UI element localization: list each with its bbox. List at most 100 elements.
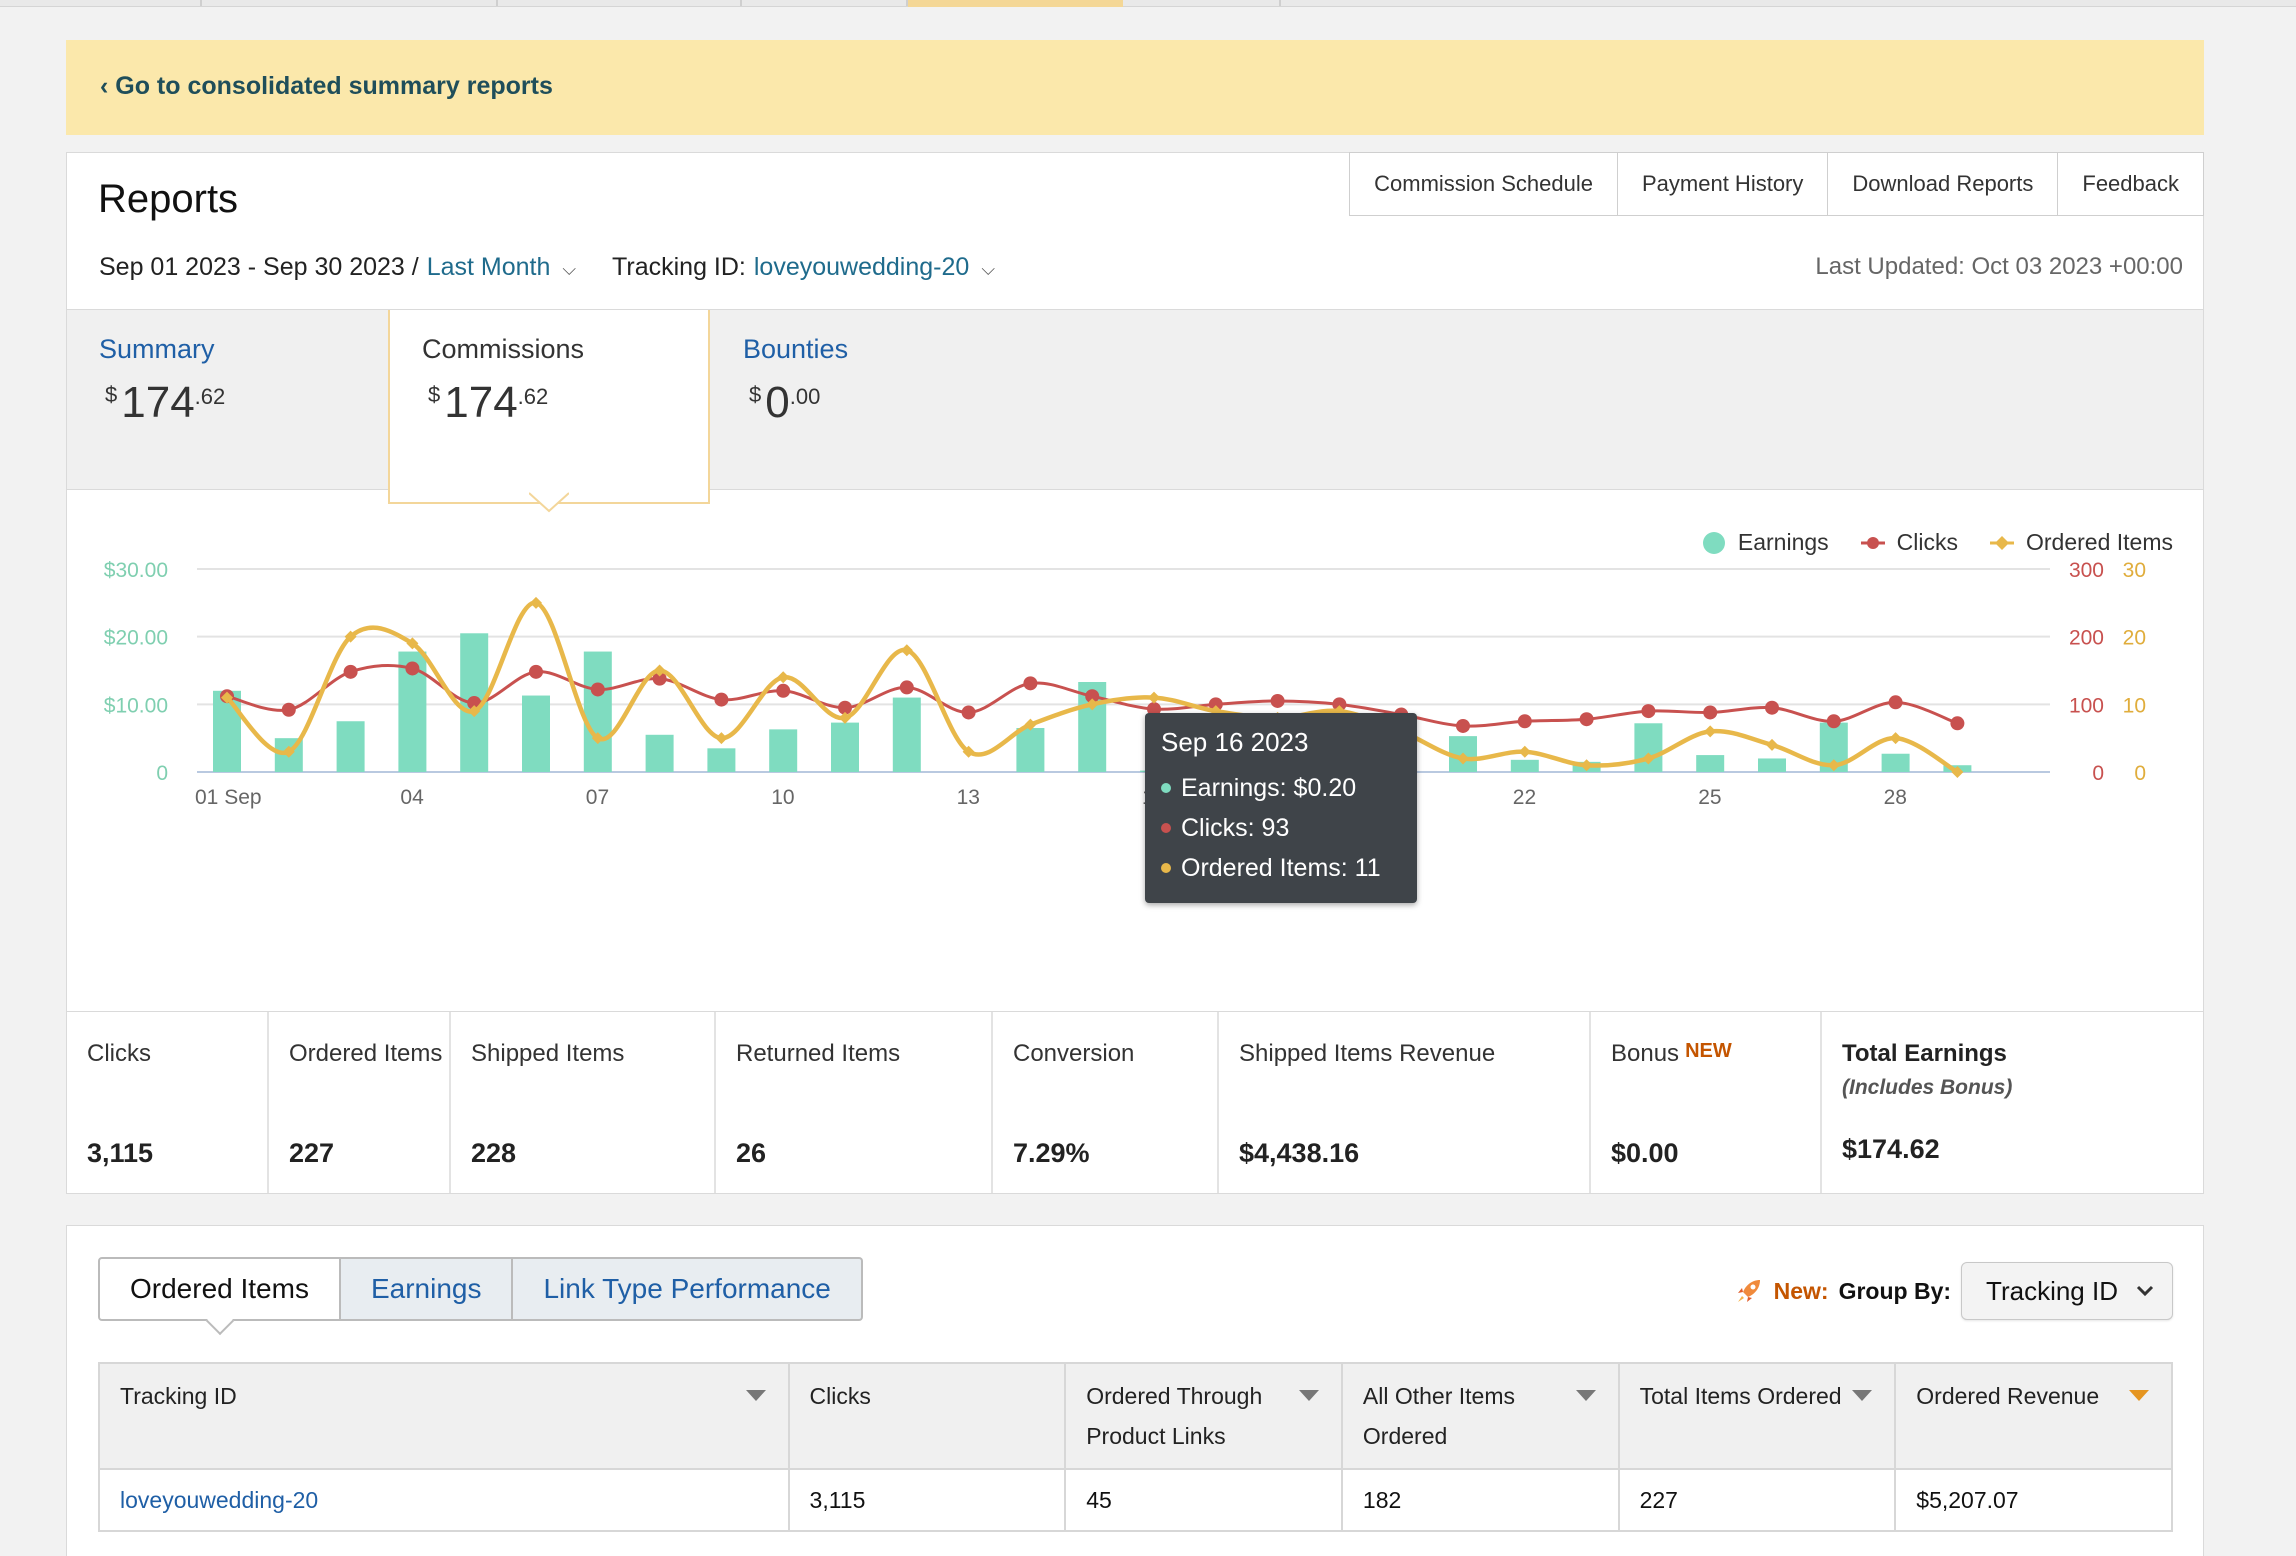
breakdown-tabs: Ordered Items Earnings Link Type Perform… (98, 1257, 863, 1321)
tab-earnings[interactable]: Earnings (340, 1257, 514, 1321)
tab-summary[interactable]: Summary $174.62 (67, 310, 387, 490)
column-header-tracking-id[interactable]: Tracking ID (98, 1362, 790, 1470)
tab-commissions-amount: $174.62 (428, 378, 549, 427)
x-tick-label: 13 (957, 786, 980, 809)
ordered-items-point (777, 671, 790, 684)
group-by-select[interactable]: Tracking ID (1961, 1262, 2173, 1320)
clicks-point (343, 664, 358, 679)
reports-card: Reports Commission Schedule Payment Hist… (66, 152, 2204, 1194)
tracking-id-link[interactable]: loveyouwedding-20 (98, 1468, 790, 1532)
tab-bounties-label: Bounties (743, 334, 849, 364)
top-nav-tab[interactable] (498, 0, 742, 6)
earnings-bar (336, 721, 365, 772)
tab-ordered-items[interactable]: Ordered Items (98, 1257, 341, 1321)
ordered-items-point (1580, 759, 1593, 772)
top-nav-tab-active[interactable] (908, 0, 1123, 7)
stat-label: Shipped Items (471, 1040, 625, 1067)
legend-clicks-label: Clicks (1896, 529, 1958, 555)
cell-all-other-items: 182 (1340, 1468, 1620, 1532)
y-tick-clicks: 0 (2092, 762, 2104, 785)
legend-earnings[interactable]: Earnings (1702, 529, 1829, 556)
sort-active-icon[interactable] (2129, 1390, 2149, 1401)
stat-value: $174.62 (1842, 1134, 1940, 1164)
stat-clicks: Clicks 3,115 (67, 1012, 269, 1193)
clicks-point (1765, 700, 1779, 715)
ordered-items-point (1766, 738, 1778, 751)
clicks-point (1208, 697, 1223, 712)
y-tick-clicks: 100 (2069, 694, 2104, 717)
ordered-items-point (1024, 718, 1037, 731)
period-dropdown[interactable]: Last Month (426, 253, 551, 281)
column-header-total-items[interactable]: Total Items Ordered (1617, 1362, 1897, 1470)
column-header-clicks[interactable]: Clicks (787, 1362, 1067, 1470)
top-nav-tab[interactable] (202, 0, 498, 6)
chart-tooltip: Sep 16 2023 Earnings: $0.20 Clicks: 93 O… (1145, 713, 1417, 903)
commission-schedule-button[interactable]: Commission Schedule (1349, 152, 1617, 216)
clicks-point (1579, 712, 1594, 727)
ordered-items-point (221, 691, 233, 704)
tab-commissions[interactable]: Commissions $174.62 (388, 310, 710, 504)
sort-icon[interactable] (745, 1390, 766, 1401)
earnings-bar (1510, 759, 1539, 772)
stat-label: Ordered Items (289, 1040, 443, 1067)
rocket-icon (1737, 1280, 1760, 1302)
sort-icon[interactable] (1852, 1390, 1873, 1401)
earnings-bar (831, 722, 859, 772)
sort-icon[interactable] (1298, 1390, 1319, 1401)
filter-row: Sep 01 2023 - Sep 30 2023 / Last Month ⌵… (99, 253, 995, 282)
earnings-bar (583, 651, 612, 772)
stat-value: 227 (289, 1138, 335, 1168)
clicks-line-icon (1860, 536, 1885, 549)
column-header-ordered-through-links[interactable]: Ordered Through Product Links (1064, 1362, 1343, 1470)
x-tick-label: 25 (1698, 786, 1721, 809)
earnings-bar (645, 734, 674, 772)
earnings-bar (1758, 758, 1786, 772)
tracking-table: Tracking ID Clicks Ordered Through Produ… (98, 1362, 2173, 1532)
sort-icon[interactable] (1575, 1390, 1596, 1401)
stat-bonus: Bonus NEW $0.00 (1591, 1012, 1822, 1193)
stat-ordered-items: Ordered Items 227 (269, 1012, 451, 1193)
y-tick-clicks: 300 (2069, 559, 2104, 582)
ordered-items-point (1704, 725, 1717, 738)
page-title: Reports (98, 177, 239, 221)
chevron-down-icon[interactable]: ⌵ (562, 259, 577, 279)
column-header-ordered-revenue[interactable]: Ordered Revenue (1894, 1362, 2173, 1470)
legend-clicks[interactable]: Clicks (1860, 529, 1958, 556)
stat-value: 7.29% (1013, 1138, 1090, 1168)
legend-ordered-items[interactable]: Ordered Items (1990, 529, 2173, 556)
ordered-items-point (839, 711, 851, 724)
consolidated-summary-link[interactable]: ‹ Go to consolidated summary reports (100, 72, 553, 100)
tab-link-type-performance[interactable]: Link Type Performance (513, 1257, 863, 1321)
chevron-down-icon[interactable]: ⌵ (981, 259, 995, 279)
x-tick-label: 22 (1513, 786, 1536, 809)
earnings-dot-icon (1161, 783, 1171, 793)
top-nav-tab[interactable] (742, 0, 908, 6)
date-range: Sep 01 2023 - Sep 30 2023 / (99, 253, 419, 281)
stat-returned-items: Returned Items 26 (716, 1012, 993, 1193)
y-tick-ordered: 0 (2134, 762, 2146, 785)
ordered-items-point (1518, 745, 1531, 758)
y-tick-earnings: $10.00 (104, 694, 168, 717)
tracking-id-dropdown[interactable]: loveyouwedding-20 (753, 253, 970, 281)
stat-value: $4,438.16 (1239, 1138, 1360, 1168)
chevron-down-icon (2136, 1285, 2154, 1297)
stat-shipped-items: Shipped Items 228 (451, 1012, 716, 1193)
feedback-button[interactable]: Feedback (2057, 152, 2204, 216)
cell-clicks: 3,115 (787, 1468, 1067, 1532)
tracking-id-label: Tracking ID: (612, 253, 746, 281)
tooltip-ordered-items: Ordered Items: 11 (1161, 848, 1401, 888)
clicks-point (1332, 697, 1347, 712)
column-header-all-other-items[interactable]: All Other Items Ordered (1340, 1362, 1620, 1470)
top-nav-strip (0, 0, 2296, 7)
payment-history-button[interactable]: Payment History (1617, 152, 1828, 216)
group-by: New: Group By: Tracking ID (1734, 1262, 2173, 1320)
earnings-bar (1634, 723, 1663, 772)
tab-bounties[interactable]: Bounties $0.00 (711, 310, 1033, 490)
y-tick-ordered: 20 (2123, 627, 2146, 650)
ordered-items-point (653, 664, 666, 677)
clicks-point (838, 700, 852, 715)
download-reports-button[interactable]: Download Reports (1827, 152, 2058, 216)
top-nav-tab[interactable] (0, 0, 202, 6)
top-nav-tab[interactable] (1123, 0, 1281, 6)
earnings-chart: Earnings Clicks Ordered Items $30.00 300 3… (67, 491, 2203, 1001)
